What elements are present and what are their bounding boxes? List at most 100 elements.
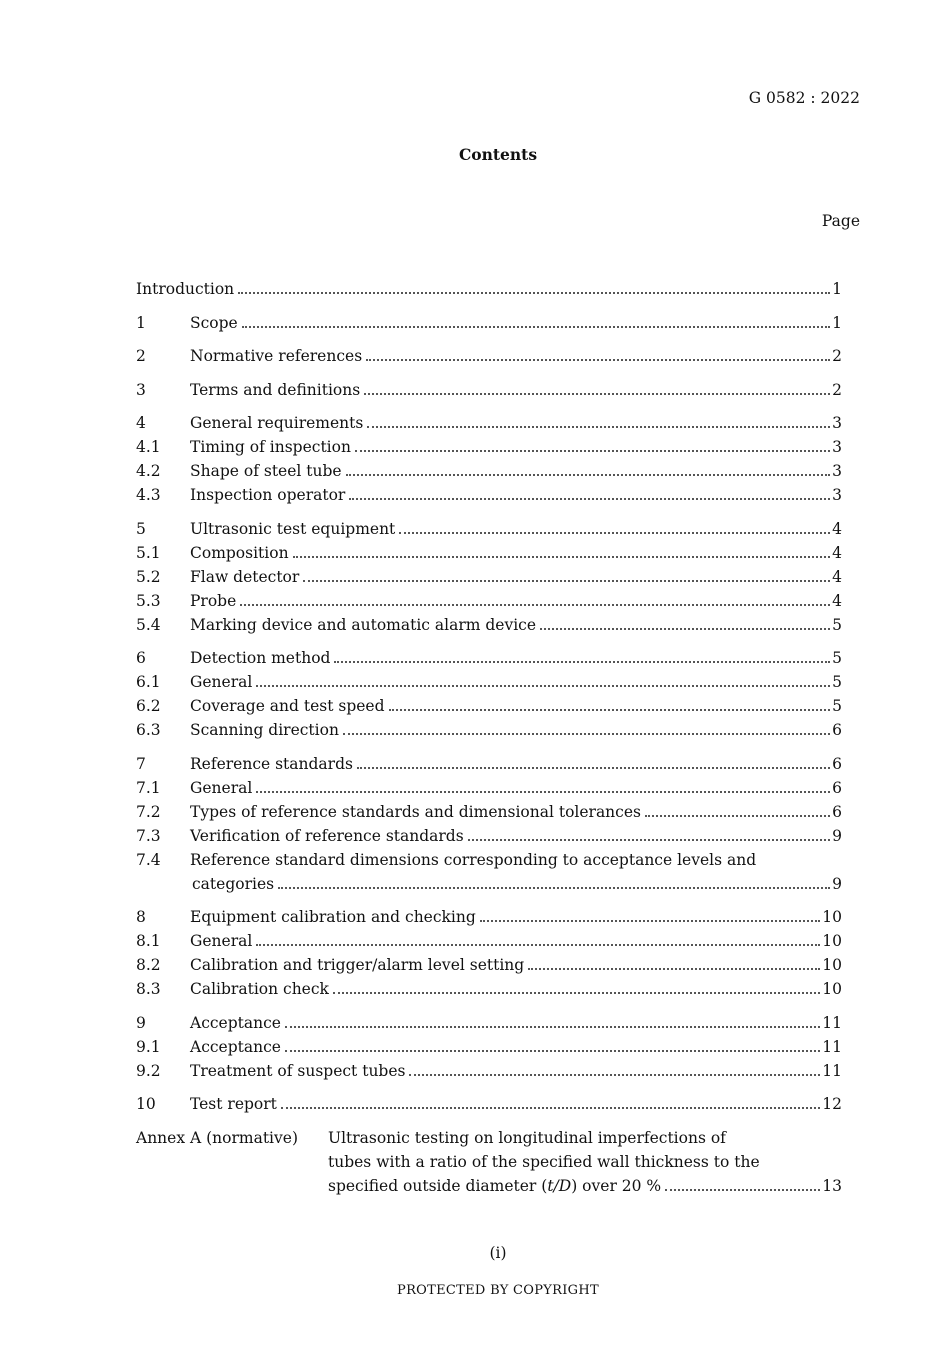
- dot-leader: [644, 814, 831, 817]
- page-number: 4: [832, 567, 842, 586]
- dot-leader: [528, 968, 821, 970]
- toc-entry[interactable]: categories 9: [136, 872, 842, 896]
- section-title: General: [190, 673, 253, 691]
- toc-entry[interactable]: 2 Normative references 2: [136, 344, 842, 368]
- section-number: 5.4: [136, 615, 161, 634]
- section-title: Flaw detector: [190, 567, 300, 586]
- toc-entry[interactable]: 8.2 Calibration and trigger/alarm level s…: [136, 953, 842, 977]
- section-title: Coverage and test speed: [190, 697, 385, 715]
- page-number: 5: [832, 673, 842, 691]
- section-title: General requirements: [190, 414, 364, 432]
- section-number: 9.2: [136, 1061, 161, 1080]
- dot-leader: [241, 325, 831, 328]
- toc-entry[interactable]: 6.3 Scanning direction 6: [136, 718, 842, 742]
- dot-leader: [256, 944, 821, 946]
- dot-leader: [284, 1025, 821, 1028]
- section-title: Reference standard dimensions correspond…: [190, 850, 757, 869]
- toc-entry[interactable]: 3 Terms and definitions 2: [136, 378, 842, 402]
- toc-entry[interactable]: 7.4 Reference standard dimensions corresp…: [136, 848, 842, 872]
- section-number: 4.2: [136, 462, 161, 480]
- toc-entry[interactable]: 8.1 General 10: [136, 929, 842, 953]
- toc-entry[interactable]: 5.2 Flaw detector 4: [136, 565, 842, 589]
- annex-title-line: tubes with a ratio of the specified wall…: [328, 1152, 760, 1171]
- toc-entry[interactable]: 7.1 General 6: [136, 776, 842, 800]
- toc-entry[interactable]: 6.1 General 5: [136, 670, 842, 694]
- dot-leader: [303, 579, 831, 582]
- section-number: 7.4: [136, 850, 161, 869]
- page-number: 11: [822, 1037, 842, 1056]
- toc-entry[interactable]: 5 Ultrasonic test equipment 4: [136, 517, 842, 541]
- toc-entry[interactable]: 7.3 Verification of reference standards 9: [136, 824, 842, 848]
- toc-entry[interactable]: 8.3 Calibration check 10: [136, 977, 842, 1001]
- toc-entry[interactable]: 9.1 Acceptance 11: [136, 1035, 842, 1059]
- section-number: 2: [136, 347, 146, 365]
- section-title: Normative references: [190, 347, 363, 365]
- section-title: Detection method: [190, 649, 331, 667]
- toc-entry[interactable]: 9 Acceptance 11: [136, 1011, 842, 1035]
- dot-leader: [367, 426, 831, 428]
- dot-leader: [366, 359, 831, 361]
- toc-entry[interactable]: 8 Equipment calibration and checking 10: [136, 905, 842, 929]
- toc-entry[interactable]: 7.2 Types of reference standards and dime…: [136, 800, 842, 824]
- page-number: 2: [832, 380, 842, 399]
- copyright-notice: PROTECTED BY COPYRIGHT: [397, 1283, 599, 1298]
- dot-leader: [240, 603, 831, 606]
- toc-entry[interactable]: 7 Reference standards 6: [136, 752, 842, 776]
- dot-leader: [540, 627, 831, 630]
- dot-leader: [284, 1049, 821, 1052]
- section-title: Scanning direction: [190, 721, 339, 739]
- page-number: 1: [832, 313, 842, 332]
- section-title: Terms and definitions: [190, 380, 361, 399]
- toc-entry[interactable]: 4 General requirements 3: [136, 411, 842, 435]
- toc-entry[interactable]: 9.2 Treatment of suspect tubes 11: [136, 1059, 842, 1083]
- section-title: Reference standards: [190, 754, 353, 773]
- toc-entry[interactable]: 6.2 Coverage and test speed 5: [136, 694, 842, 718]
- section-number: 8.3: [136, 980, 161, 998]
- section-title: Verification of reference standards: [190, 826, 464, 845]
- page-title: Contents: [458, 145, 538, 164]
- toc-entry[interactable]: 5.4 Marking device and automatic alarm de…: [136, 613, 842, 637]
- standard-number: G 0582 : 2022: [748, 89, 860, 107]
- section-title: categories: [192, 874, 275, 893]
- section-number: 6: [136, 649, 146, 667]
- toc-entry[interactable]: 6 Detection method 5: [136, 646, 842, 670]
- section-number: 9: [136, 1013, 146, 1032]
- toc-entry[interactable]: 4.1 Timing of inspection 3: [136, 435, 842, 459]
- toc-entry[interactable]: 5.3 Probe 4: [136, 589, 842, 613]
- dot-leader: [334, 661, 831, 663]
- page-number: 3: [832, 414, 842, 432]
- dot-leader: [342, 733, 831, 735]
- page-number: 10: [822, 908, 842, 926]
- table-of-contents: Introduction 1 1 Scope 1 2 Normative reference…: [136, 277, 842, 1198]
- section-number: 5: [136, 519, 146, 538]
- dot-leader: [467, 838, 831, 841]
- dot-leader: [256, 790, 831, 793]
- page-number: 5: [832, 697, 842, 715]
- toc-entry[interactable]: Introduction 1: [136, 277, 842, 301]
- section-title: Equipment calibration and checking: [190, 908, 476, 926]
- page-number: 6: [832, 754, 842, 773]
- section-number: 1: [136, 313, 146, 332]
- section-number: 5.3: [136, 591, 161, 610]
- toc-entry[interactable]: 4.2 Shape of steel tube 3: [136, 459, 842, 483]
- page-number: 13: [822, 1176, 842, 1195]
- toc-entry[interactable]: 5.1 Composition 4: [136, 541, 842, 565]
- section-title: Introduction: [136, 280, 235, 298]
- page-number: 9: [832, 874, 842, 893]
- page-number-footer: (i): [489, 1244, 507, 1262]
- page-number: 11: [822, 1013, 842, 1032]
- section-number: 6.3: [136, 721, 161, 739]
- toc-entry[interactable]: 10 Test report 12: [136, 1092, 842, 1116]
- toc-annex-entry[interactable]: Annex A (normative) Ultrasonic testing o…: [136, 1126, 842, 1198]
- dot-leader: [388, 709, 831, 711]
- page-number: 3: [832, 486, 842, 504]
- page-number: 5: [832, 615, 842, 634]
- section-title: Ultrasonic test equipment: [190, 519, 396, 538]
- page-number: 12: [822, 1095, 842, 1113]
- toc-entry[interactable]: 4.3 Inspection operator 3: [136, 483, 842, 507]
- dot-leader: [238, 292, 831, 294]
- section-number: 6.1: [136, 673, 161, 691]
- toc-entry[interactable]: 1 Scope 1: [136, 311, 842, 335]
- page-number: 10: [822, 932, 842, 950]
